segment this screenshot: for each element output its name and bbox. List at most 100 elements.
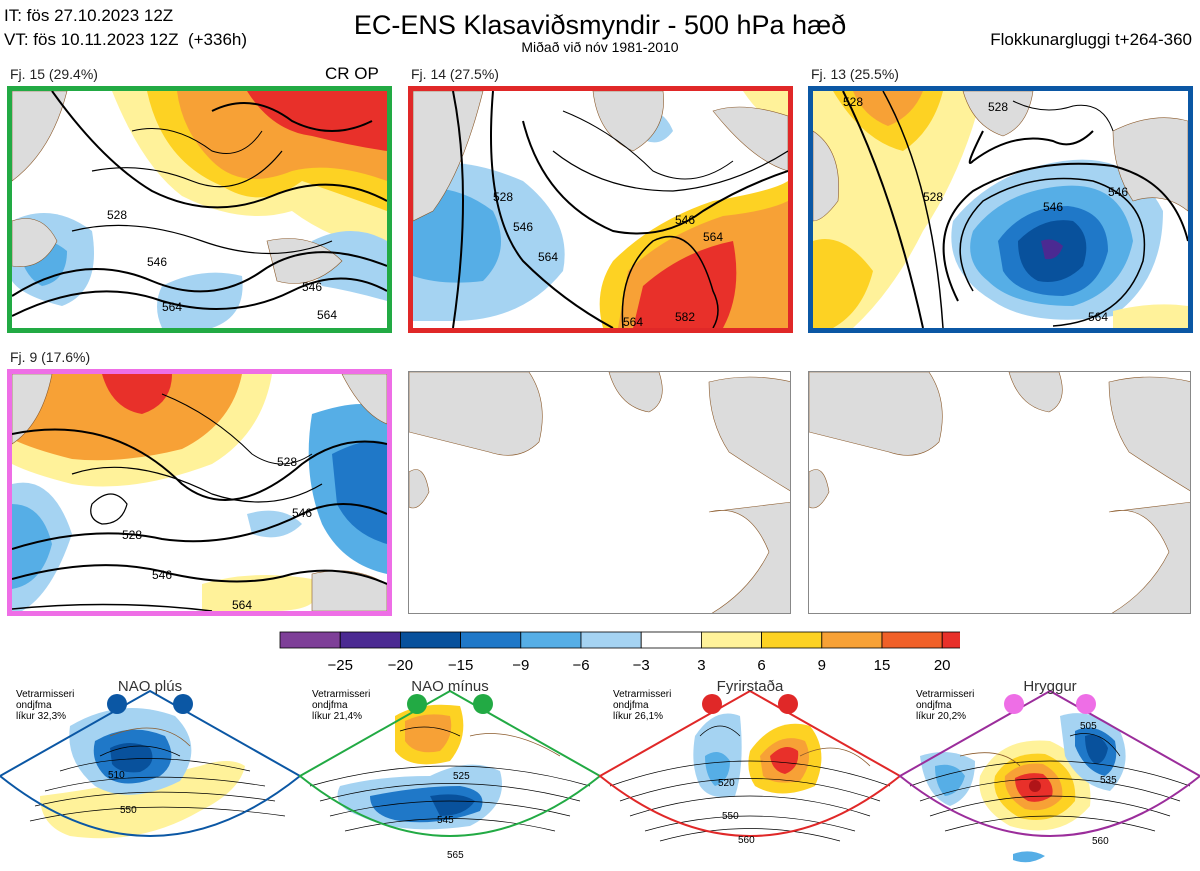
regime-marker [107,694,127,714]
colorbar-segment [460,631,522,649]
colorbar-segment [580,631,642,649]
contour-label: 582 [675,310,695,324]
colorbar: −25−20−15−9−6−3369152025 [279,631,960,674]
contour-label: 528 [277,455,297,469]
map-panel-3-chart: 528 528 546 546 564 528 [813,91,1188,328]
colorbar-segment [941,631,960,649]
regime-marker [1004,694,1024,714]
panel-label-1: Fj. 15 (29.4%) [10,66,98,82]
contour-label: 528 [988,100,1008,114]
contour-label: 546 [302,280,322,294]
classification-window: Flokkunargluggi t+264-360 [990,30,1192,49]
regime-title: Hryggur [1023,678,1076,695]
contour-label: 528 [122,528,142,542]
map-panel-2: 528 546 564 546 564 582 564 [408,86,793,333]
colorbar-segment [520,631,582,649]
empty-map-2-coast [809,372,1190,613]
panel-label-3: Fj. 13 (25.5%) [811,66,899,82]
regime-nao-minus: 525 545 565 NAO mínus [298,678,602,861]
regime-marker [173,694,193,714]
colorbar-segment [761,631,823,649]
contour-label: 564 [538,250,558,264]
regime-marker [473,694,493,714]
empty-map-panel-1 [408,371,791,614]
colorbar-tick-label: 15 [874,657,891,674]
regime-marker [407,694,427,714]
colorbar-tick-label: −15 [448,657,473,674]
map-panel-4-chart: 528 546 546 564 528 [12,374,387,611]
regime-nao-plus: 510 550 NAO plús [0,678,302,839]
colorbar-segment [339,631,401,649]
map-panel-3: 528 528 546 546 564 528 [808,86,1193,333]
contour-label: 564 [703,230,723,244]
colorbar-tick-label: 6 [757,657,765,674]
regime-contour-label: 510 [108,770,125,781]
initial-time: IT: fös 27.10.2023 12Z [4,6,174,25]
contour-label: 564 [232,598,252,611]
empty-map-panel-2 [808,371,1191,614]
regime-contour-label: 545 [437,815,454,826]
contour-label: 564 [1088,310,1108,324]
contour-label: 546 [1108,185,1128,199]
regime-title: Fyrirstaða [717,678,784,695]
regime-contour-label: 550 [120,805,137,816]
regime-info-nao-plus: Vetrarmisseri ondjfma líkur 32,3% [16,689,75,722]
regime-marker [702,694,722,714]
page-subtitle: Miðað við nóv 1981-2010 [521,39,679,55]
regime-contour-label: 560 [1092,836,1109,847]
regime-contour-label: 550 [722,811,739,822]
panel-label-4: Fj. 9 (17.6%) [10,349,91,365]
valid-time: VT: fös 10.11.2023 12Z (+336h) [4,30,248,49]
page-title: EC-ENS Klasaviðsmyndir - 500 hPa hæð [353,10,847,40]
contour-label: 528 [843,95,863,109]
colorbar-segment [399,631,461,649]
colorbar-tick-label: −25 [327,657,352,674]
map-panel-1: 528 546 564 546 564 [7,86,392,333]
contour-label: 528 [493,190,513,204]
colorbar-tick-label: −3 [633,657,650,674]
regime-title: NAO mínus [411,678,489,695]
colorbar-segment [279,631,341,649]
regime-contour-label: 565 [447,850,464,861]
regime-title: NAO plús [118,678,182,695]
contour-label: 546 [675,213,695,227]
contour-label: 546 [147,255,167,269]
regime-info-fyrirstada: Vetrarmisseri ondjfma líkur 26,1% [613,689,672,722]
regime-contour-label: 505 [1080,721,1097,732]
regime-info-nao-minus: Vetrarmisseri ondjfma líkur 21,4% [312,689,371,722]
panel-extra-label: CR OP [325,64,379,83]
map-panel-1-chart: 528 546 564 546 564 [12,91,387,328]
colorbar-tick-label: 9 [818,657,826,674]
header-info: IT: fös 27.10.2023 12Z VT: fös 10.11.2023… [4,4,247,52]
regime-fyrirstada: 520 550 560 Fyrirstaða [598,678,902,846]
colorbar-tick-label: −9 [512,657,529,674]
map-panel-2-chart: 528 546 564 546 564 582 564 [413,91,788,328]
contour-label: 528 [107,208,127,222]
regime-strip: 510 550 NAO plús 525 545 565 NAO mínus [0,678,1200,863]
colorbar-segment [821,631,883,649]
colorbar-tick-label: 3 [697,657,705,674]
contour-label: 546 [152,568,172,582]
regime-info-hryggur: Vetrarmisseri ondjfma líkur 20,2% [916,689,975,722]
regime-contour-label: 520 [718,778,735,789]
contour-label: 528 [923,190,943,204]
regime-contour-label: 535 [1100,775,1117,786]
empty-map-1-coast [409,372,790,613]
contour-label: 546 [292,506,312,520]
colorbar-tick-label: −20 [388,657,413,674]
contour-label: 546 [513,220,533,234]
regime-contour-label: 560 [738,835,755,846]
contour-label: 564 [162,300,182,314]
regime-marker [778,694,798,714]
regime-marker [1076,694,1096,714]
colorbar-segment [881,631,943,649]
contour-label: 564 [317,308,337,322]
regime-hryggur: 505 535 560 Hryggur [898,678,1200,863]
colorbar-segment [700,631,762,649]
colorbar-tick-label: −6 [572,657,589,674]
contour-label: 564 [623,315,643,328]
map-panel-4: 528 546 546 564 528 [7,369,392,616]
colorbar-tick-label: 20 [934,657,951,674]
contour-label: 546 [1043,200,1063,214]
regime-contour-label: 525 [453,771,470,782]
